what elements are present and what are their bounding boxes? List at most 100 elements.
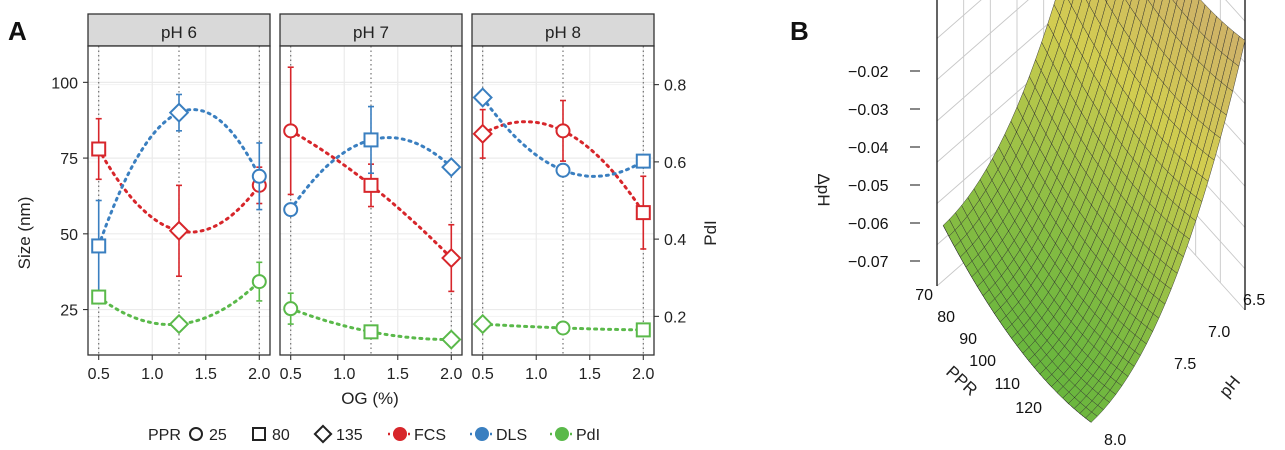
y2-tick-label: 0.6	[664, 155, 686, 172]
left-y-axis: 25 50 75 100	[51, 75, 88, 320]
y2-tick-label: 0.8	[664, 78, 686, 95]
legend-square-icon	[252, 427, 266, 441]
facet-1: pH 6 0.5 1.0 1.5 2.0	[87, 13, 271, 383]
z-tick-label: −0.03	[848, 102, 889, 119]
y-axis-title: Size (nm)	[15, 197, 34, 270]
ppr-tick-label: 110	[994, 376, 1020, 393]
x-tick-label: 2.0	[248, 366, 270, 383]
data-point-dls	[168, 102, 190, 123]
data-point-dls	[441, 156, 462, 178]
x-tick-label: 1.0	[333, 366, 355, 383]
x-tick-label: 2.0	[632, 366, 654, 383]
legend-key-dot	[555, 427, 569, 441]
x-tick-label: 1.0	[525, 366, 547, 383]
data-point-pdi	[555, 320, 571, 336]
y-tick-label: 75	[60, 151, 78, 168]
legend-key-dot	[475, 427, 489, 441]
ph-tick-label: 8.0	[1104, 432, 1126, 449]
surface-cell	[1085, 417, 1092, 423]
facet-strip-label: pH 6	[161, 23, 197, 42]
z-tick-label: −0.04	[848, 140, 889, 157]
z-axis-title: ΔpH	[814, 173, 833, 206]
y2-axis-title: PdI	[701, 220, 720, 246]
y-tick-label: 25	[60, 303, 78, 320]
data-point-dls	[91, 238, 107, 254]
data-point-pdi	[635, 322, 651, 338]
data-point-pdi	[283, 301, 299, 317]
fit-curve-dls	[97, 108, 261, 248]
data-point-dls	[472, 87, 493, 108]
fit-curve-dls	[481, 96, 645, 178]
z-tick-label: −0.05	[848, 178, 889, 195]
data-point-pdi	[472, 313, 493, 335]
y-tick-label: 100	[51, 75, 78, 92]
data-point-dls	[363, 132, 379, 148]
data-point-dls	[635, 153, 651, 169]
data-point-pdi	[91, 289, 107, 305]
data-point-dls	[555, 162, 571, 178]
data-point-dls	[251, 168, 267, 184]
data-point-fcs	[555, 123, 571, 139]
legend-method-label: DLS	[496, 427, 527, 444]
facet-2: pH 7 0.5 1.0 1.5 2.0	[279, 13, 463, 383]
x-tick-label: 0.5	[280, 366, 302, 383]
y-tick-label: 50	[60, 227, 78, 244]
z-tick-label: −0.07	[848, 254, 889, 271]
facet-strip	[279, 13, 463, 47]
data-point-fcs	[472, 123, 493, 145]
legend-method-label: PdI	[576, 427, 600, 444]
facet-strip-label: pH 8	[545, 23, 581, 42]
ph-tick-label: 7.5	[1174, 356, 1196, 373]
ph-tick-label: 6.5	[1243, 292, 1265, 309]
z-tick-label: −0.06	[848, 216, 889, 233]
plot-border	[471, 45, 655, 356]
y2-tick-label: 0.4	[664, 232, 686, 249]
x-tick-label: 2.0	[440, 366, 462, 383]
series-dls	[91, 87, 651, 293]
ppr-tick-label: 90	[959, 331, 977, 348]
y-axis-title-ph: pH	[1216, 372, 1245, 401]
x-tick-label: 1.5	[387, 366, 409, 383]
panel-label-a: A	[8, 16, 27, 46]
legend-shape-label: 135	[336, 427, 363, 444]
right-y-axis: 0.2 0.4 0.6 0.8	[654, 78, 686, 326]
legend-shape-label: 80	[272, 427, 290, 444]
legend-diamond-icon	[313, 424, 333, 444]
data-point-pdi	[363, 324, 379, 340]
legend-ppr-title: PPR	[148, 427, 181, 444]
plot-border	[279, 45, 463, 356]
data-point-fcs	[168, 220, 190, 241]
plot-border	[87, 45, 271, 356]
x-axis-title: OG (%)	[341, 389, 399, 408]
ppr-tick-label: 70	[915, 287, 933, 304]
z-tick-label: −0.02	[848, 64, 889, 81]
legend-circle-icon	[189, 427, 203, 441]
data-point-pdi	[441, 329, 462, 350]
legend-shape-label: 25	[209, 427, 227, 444]
legend: PPR 25 80 135 FCS DLS PdI	[148, 424, 600, 444]
legend-method-label: FCS	[414, 427, 446, 444]
facet-strip	[87, 13, 271, 47]
facet-3: pH 8 0.5 1.0 1.5 2.0	[471, 13, 655, 383]
ph-tick-label: 7.0	[1208, 324, 1230, 341]
data-point-pdi	[251, 274, 267, 290]
facet-strip-label: pH 7	[353, 23, 389, 42]
x-tick-label: 1.5	[579, 366, 601, 383]
facet-strip	[471, 13, 655, 47]
data-point-fcs	[363, 177, 379, 193]
data-point-fcs	[283, 123, 299, 139]
x-tick-label: 1.0	[141, 366, 163, 383]
x-tick-label: 0.5	[472, 366, 494, 383]
legend-key-dot	[393, 427, 407, 441]
ppr-tick-label: 120	[1015, 400, 1042, 417]
faceted-size-chart: pH 6 0.5 1.0 1.5 2.0 pH 7 0.5 1.0 1.5 2.0 pH 8 0.5 1…	[15, 13, 720, 408]
data-point-pdi	[168, 313, 190, 335]
y2-tick-label: 0.2	[664, 309, 686, 326]
data-point-dls	[283, 202, 299, 218]
series-pdi	[91, 261, 651, 350]
data-point-fcs	[91, 141, 107, 157]
ppr-tick-label: 80	[937, 309, 955, 326]
data-point-fcs	[441, 247, 462, 269]
x-tick-label: 0.5	[88, 366, 110, 383]
